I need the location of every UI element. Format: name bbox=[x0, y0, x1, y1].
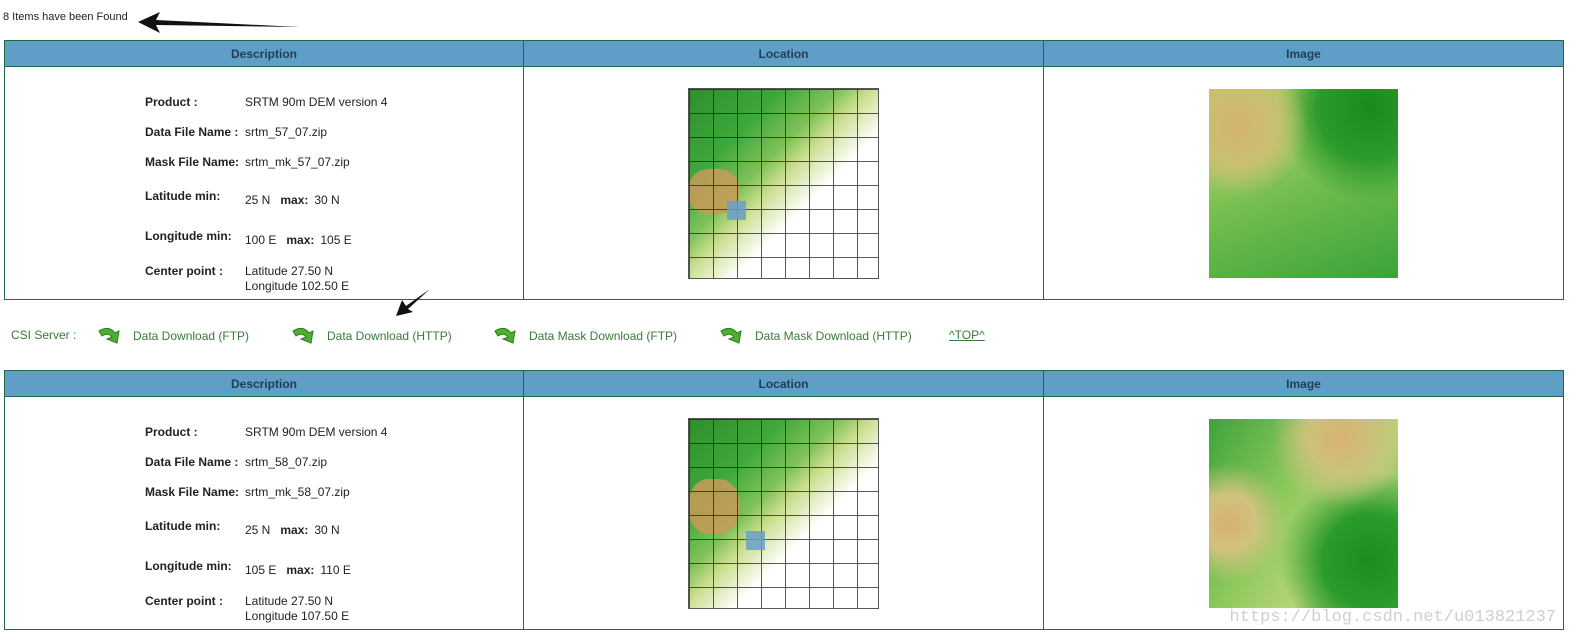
data-mask-download-ftp-link[interactable]: Data Mask Download (FTP) bbox=[493, 327, 677, 345]
mask-file-value: srtm_mk_58_07.zip bbox=[245, 485, 350, 499]
mask-file-value: srtm_mk_57_07.zip bbox=[245, 155, 350, 169]
data-download-http-link[interactable]: Data Download (HTTP) bbox=[291, 327, 452, 345]
download-arrow-icon bbox=[98, 327, 120, 344]
center-label: Center point : bbox=[145, 264, 223, 278]
header-description: Description bbox=[4, 370, 524, 397]
latitude-max-value: 30 N bbox=[314, 193, 340, 207]
annotation-arrow-icon bbox=[396, 289, 430, 316]
product-label: Product : bbox=[145, 95, 198, 109]
download-arrow-icon bbox=[494, 327, 516, 344]
header-location: Location bbox=[523, 370, 1044, 397]
description-cell: Product : SRTM 90m DEM version 4 Data Fil… bbox=[4, 66, 524, 300]
mask-file-label: Mask File Name: bbox=[145, 485, 240, 499]
data-file-label: Data File Name : bbox=[145, 455, 239, 469]
product-value: SRTM 90m DEM version 4 bbox=[245, 425, 388, 439]
longitude-max-label: max: bbox=[286, 233, 315, 247]
result-table-2: Description Location Image Product : SRTM… bbox=[4, 370, 1564, 630]
data-file-value: srtm_58_07.zip bbox=[245, 455, 328, 469]
location-map bbox=[688, 417, 879, 609]
longitude-min-value: 100 E bbox=[245, 233, 277, 247]
header-image: Image bbox=[1043, 370, 1564, 397]
download-arrow-icon bbox=[292, 327, 314, 344]
longitude-max-value: 110 E bbox=[320, 563, 351, 577]
terrain-image bbox=[1209, 88, 1398, 278]
latitude-min-value: 25 N bbox=[245, 193, 271, 207]
description-cell: Product : SRTM 90m DEM version 4 Data Fil… bbox=[4, 396, 524, 630]
terrain-image bbox=[1209, 418, 1398, 608]
center-label: Center point : bbox=[145, 594, 223, 608]
latitude-max-value: 30 N bbox=[314, 523, 340, 537]
download-arrow-icon bbox=[720, 327, 742, 344]
longitude-label: Longitude min: bbox=[145, 559, 232, 573]
download-links-bar: CSI Server : Data Download (FTP) Data Do… bbox=[11, 327, 1211, 345]
latitude-values: 25 N max: 30 N bbox=[245, 523, 340, 537]
longitude-label: Longitude min: bbox=[145, 229, 232, 243]
longitude-values: 105 E max: 110 E bbox=[245, 563, 351, 577]
data-mask-download-http-link[interactable]: Data Mask Download (HTTP) bbox=[719, 327, 912, 345]
data-download-http-label: Data Download (HTTP) bbox=[327, 329, 452, 343]
longitude-max-value: 105 E bbox=[320, 233, 352, 247]
result-table-1: Description Location Image Product : SRTM… bbox=[4, 40, 1564, 300]
longitude-min-value: 105 E bbox=[245, 563, 277, 577]
location-cell bbox=[523, 396, 1044, 630]
center-lat-value: Latitude 27.50 N bbox=[245, 264, 334, 278]
csi-server-label: CSI Server : bbox=[11, 328, 77, 342]
longitude-max-label: max: bbox=[286, 563, 315, 577]
header-description: Description bbox=[4, 40, 524, 67]
data-file-value: srtm_57_07.zip bbox=[245, 125, 328, 139]
center-lon-value: Longitude 107.50 E bbox=[245, 609, 350, 623]
center-lat-value: Latitude 27.50 N bbox=[245, 594, 334, 608]
latitude-max-label: max: bbox=[280, 523, 309, 537]
data-mask-download-http-label: Data Mask Download (HTTP) bbox=[755, 329, 912, 343]
mask-file-label: Mask File Name: bbox=[145, 155, 240, 169]
watermark: https://blog.csdn.net/u013821237 bbox=[1229, 608, 1556, 627]
top-link[interactable]: ^TOP^ bbox=[949, 328, 985, 342]
location-map bbox=[688, 87, 879, 279]
image-cell bbox=[1043, 66, 1564, 300]
product-value: SRTM 90m DEM version 4 bbox=[245, 95, 388, 109]
product-label: Product : bbox=[145, 425, 198, 439]
latitude-min-value: 25 N bbox=[245, 523, 271, 537]
header-location: Location bbox=[523, 40, 1044, 67]
latitude-values: 25 N max: 30 N bbox=[245, 193, 340, 207]
latitude-max-label: max: bbox=[280, 193, 309, 207]
center-lon-value: Longitude 102.50 E bbox=[245, 279, 350, 293]
longitude-values: 100 E max: 105 E bbox=[245, 233, 352, 247]
data-download-ftp-link[interactable]: Data Download (FTP) bbox=[97, 327, 249, 345]
data-file-label: Data File Name : bbox=[145, 125, 239, 139]
image-cell bbox=[1043, 396, 1564, 630]
location-cell bbox=[523, 66, 1044, 300]
latitude-label: Latitude min: bbox=[145, 189, 221, 203]
latitude-label: Latitude min: bbox=[145, 519, 221, 533]
header-image: Image bbox=[1043, 40, 1564, 67]
annotation-arrow-icon bbox=[138, 12, 300, 33]
data-mask-download-ftp-label: Data Mask Download (FTP) bbox=[529, 329, 678, 343]
results-count-text: 8 Items have been Found bbox=[3, 11, 128, 23]
data-download-ftp-label: Data Download (FTP) bbox=[133, 329, 250, 343]
